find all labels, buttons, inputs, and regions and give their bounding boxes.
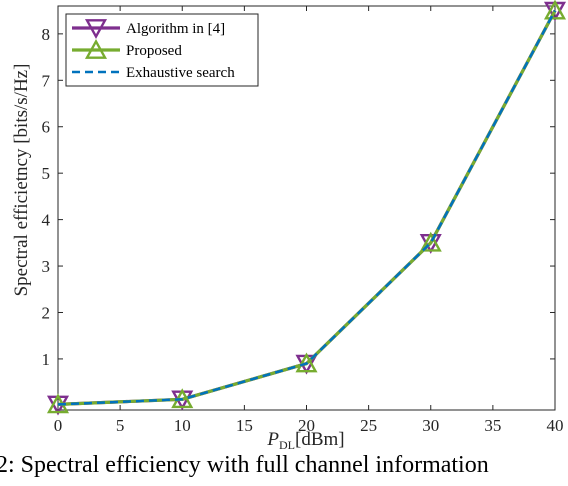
y-tick-label: 8 (42, 25, 51, 44)
x-tick-label: 30 (422, 416, 439, 435)
data-marks (46, 0, 567, 416)
legend-label: Algorithm in [4] (126, 21, 225, 37)
x-tick-label: 5 (116, 416, 125, 435)
axes: 0 5 10 15 20 25 30 35 40 1 2 3 4 5 6 7 8 (42, 5, 564, 435)
x-axis-title: PDL[dBm] (266, 429, 344, 452)
x-tick-label: 20 (298, 416, 315, 435)
x-tick-label: 35 (484, 416, 501, 435)
x-axis-title-main: P (266, 429, 279, 450)
x-axis-title-unit: [dBm] (295, 429, 345, 450)
x-tick-label: 25 (360, 416, 377, 435)
y-tick-label: 1 (42, 350, 51, 369)
series-1-point (295, 352, 318, 373)
x-axis-title-sub: DL (279, 438, 295, 452)
y-tick-label: 6 (42, 118, 51, 137)
series-1-point (419, 231, 442, 252)
y-tick-label: 7 (42, 71, 51, 90)
y-tick-label: 5 (42, 164, 51, 183)
legend: Algorithm in [4] Proposed Exhaustive searc… (65, 13, 259, 87)
legend-label: Proposed (126, 43, 182, 59)
x-tick-label: 0 (54, 416, 63, 435)
y-axis-title: Spectral efficietncy [bits/s/Hz] (11, 64, 32, 297)
x-tick-label: 15 (236, 416, 253, 435)
x-tick-label: 10 (174, 416, 191, 435)
series-line-2 (57, 10, 557, 406)
y-tick-label: 4 (42, 211, 51, 230)
legend-label: Exhaustive search (126, 65, 235, 81)
y-tick-label: 2 (42, 303, 51, 322)
y-tick-label: 3 (42, 257, 51, 276)
series-1-point (543, 0, 567, 20)
figure-caption: 2: Spectral efficiency with full channel… (0, 452, 489, 478)
legend-marker-1 (84, 38, 108, 59)
x-tick-label: 40 (547, 416, 564, 435)
legend-marker-0 (84, 19, 108, 40)
